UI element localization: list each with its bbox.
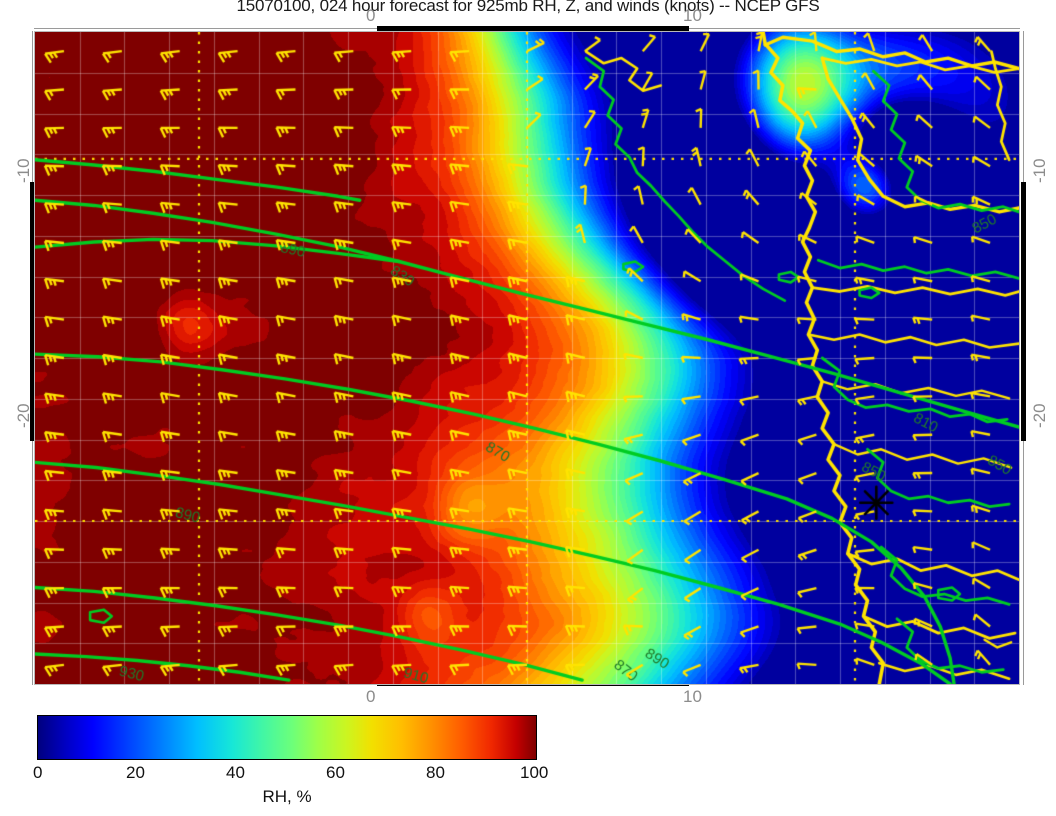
axis-spine-top [377, 26, 689, 31]
colorbar-tick-80: 80 [426, 763, 445, 782]
axis-line-left-bottom [32, 441, 33, 685]
axis-line-top-right [689, 28, 1020, 29]
forecast-map[interactable] [34, 31, 1020, 685]
colorbar-tick-40: 40 [226, 763, 245, 782]
colorbar-gradient [37, 715, 537, 760]
x-tick-bottom-10: 10 [683, 687, 702, 706]
y-tick-right-m20: -20 [1030, 403, 1049, 428]
colorbar-tick-100: 100 [520, 763, 549, 782]
colorbar-tick-0: 0 [33, 763, 43, 782]
y-tick-left-m10: -10 [14, 158, 33, 183]
axis-spine-left [30, 182, 35, 441]
y-tick-right-m10: -10 [1030, 158, 1049, 183]
x-tick-top-0: 0 [366, 6, 376, 25]
axis-spine-right [1021, 182, 1026, 441]
colorbar-label: RH, % [262, 787, 312, 806]
axis-line-top-left [34, 28, 377, 29]
x-tick-bottom-0: 0 [366, 687, 376, 706]
colorbar-tick-60: 60 [326, 763, 345, 782]
rh-field-canvas [35, 32, 1019, 684]
page-title: 15070100, 024 hour forecast for 925mb RH… [236, 0, 820, 15]
x-tick-top-10: 10 [683, 6, 702, 25]
colorbar-tick-20: 20 [126, 763, 145, 782]
axis-line-left-top [32, 31, 33, 182]
colorbar: 0 20 40 60 80 100 RH, % [33, 715, 548, 806]
axis-line-right-bottom [1023, 441, 1024, 685]
axis-line-right-top [1023, 31, 1024, 182]
